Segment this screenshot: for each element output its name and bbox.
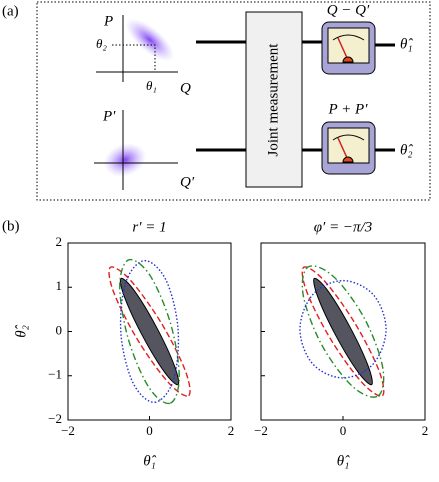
axis-label: P xyxy=(103,13,113,29)
x-axis-label: θ̂₁ xyxy=(337,453,350,469)
guide xyxy=(112,44,156,72)
axis-label: Q xyxy=(180,80,191,96)
meter-label: P + P′ xyxy=(328,101,369,117)
meter-label: Q − Q′ xyxy=(327,2,370,18)
x-axis-label: θ̂₁ xyxy=(143,453,156,469)
x-tick-label: −2 xyxy=(61,423,75,438)
x-tick-label: 2 xyxy=(422,423,429,438)
x-tick-label: −2 xyxy=(254,423,268,438)
meter xyxy=(321,21,376,75)
measurement-box xyxy=(245,11,303,188)
region xyxy=(119,277,180,386)
y-tick-label: −2 xyxy=(48,411,62,426)
chart-title: φ′ = −π/3 xyxy=(314,219,373,235)
contour xyxy=(301,266,385,397)
panel-frame xyxy=(36,1,431,201)
axis-label: θ₁ xyxy=(146,78,157,93)
chart-title: r′ = 1 xyxy=(132,219,166,235)
y-tick-label: −1 xyxy=(48,367,62,382)
x-tick-label: 2 xyxy=(228,423,235,438)
output-label: θ̂₁ xyxy=(400,36,413,52)
region xyxy=(313,277,373,386)
box-label: Joint measurement xyxy=(265,43,281,157)
y-tick-label: 0 xyxy=(56,322,63,337)
x-tick-label: 0 xyxy=(146,423,153,438)
meter xyxy=(321,121,376,175)
y-tick-label: 2 xyxy=(56,234,63,249)
state-blob xyxy=(125,18,175,62)
y-tick-label: 1 xyxy=(56,278,63,293)
output-label: θ̂₂ xyxy=(400,142,413,158)
x-tick-label: 0 xyxy=(340,423,347,438)
panel-label: (a) xyxy=(2,3,19,19)
axis-label: P′ xyxy=(102,108,116,124)
axis-label: Q′ xyxy=(180,174,195,190)
contour xyxy=(119,258,180,405)
contour xyxy=(299,279,387,379)
contour xyxy=(108,266,191,397)
axis-label: θ₂ xyxy=(96,36,107,51)
state-blob xyxy=(103,143,147,177)
y-axis-label: θ̂₂ xyxy=(13,324,29,337)
panel-label: (b) xyxy=(2,218,20,234)
